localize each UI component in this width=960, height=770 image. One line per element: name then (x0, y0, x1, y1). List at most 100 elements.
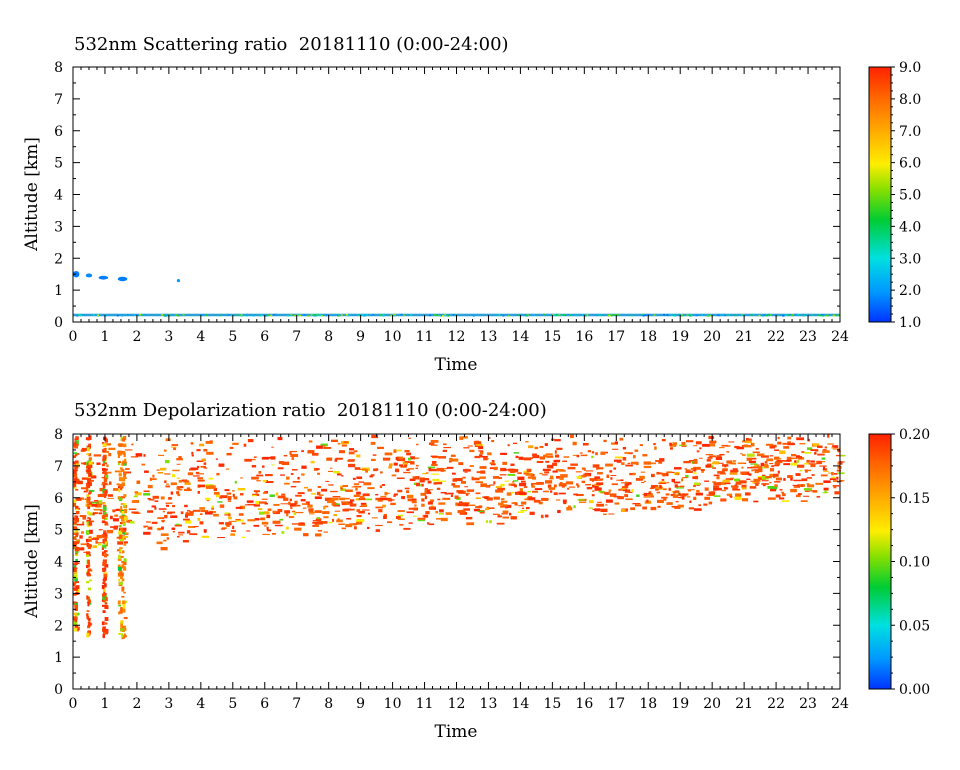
depol-cell (220, 528, 226, 530)
depol-column-cell (120, 437, 123, 441)
depol-cell (450, 455, 456, 457)
depol-cell (290, 473, 294, 475)
depol-cell (576, 493, 584, 497)
depol-column-cell (86, 511, 90, 515)
depol-cell (741, 444, 745, 447)
depol-cell (693, 496, 697, 501)
chart-title: 532nm Scattering ratio 20181110 (0:00-24… (74, 34, 509, 55)
depol-cell (315, 518, 322, 522)
depol-column-cell (86, 471, 90, 474)
depol-cell (80, 543, 89, 546)
depol-cell (677, 504, 684, 508)
depol-cell (554, 454, 560, 458)
depol-cell (241, 522, 246, 525)
depol-column-cell (86, 531, 90, 534)
depol-cell (626, 482, 632, 485)
ground-layer-cell (758, 314, 761, 317)
depol-column-cell (103, 477, 108, 482)
ground-layer-cell (708, 314, 711, 317)
depol-cell (741, 498, 749, 502)
depol-cell (473, 508, 480, 512)
ground-layer-cell (444, 314, 447, 317)
depol-cell (363, 482, 372, 486)
depol-cell (93, 454, 102, 457)
y-tick-label: 7 (54, 459, 63, 475)
depol-cell (409, 478, 416, 481)
depol-cell (540, 514, 544, 519)
depol-cell (563, 501, 567, 505)
depol-column-cell (120, 622, 123, 628)
depol-cell (301, 465, 307, 469)
depol-cell (558, 483, 567, 487)
depol-cell (406, 511, 415, 514)
depol-cell (208, 477, 213, 480)
depol-cell (653, 443, 656, 446)
ground-layer-cell (765, 314, 768, 317)
depol-cell (766, 458, 774, 462)
depol-cell (371, 434, 379, 439)
depol-cell (92, 545, 98, 549)
depol-cell (762, 467, 766, 469)
depol-cell (333, 470, 341, 474)
depol-column-cell (117, 558, 122, 561)
depol-column-cell (119, 550, 122, 554)
x-tick-label: 9 (356, 696, 365, 712)
depol-cell (283, 497, 289, 501)
depol-cell (769, 481, 772, 484)
depol-column-cell (123, 567, 127, 571)
depol-column-cell (104, 583, 107, 588)
depol-column-cell (121, 521, 125, 524)
depol-cell (748, 457, 757, 460)
ground-layer-cell (502, 315, 505, 317)
depol-cell (184, 482, 191, 485)
depol-cell (160, 546, 168, 551)
depol-cell (677, 496, 683, 499)
depol-cell (693, 508, 702, 511)
depol-cell (536, 460, 544, 464)
depol-cell (367, 512, 371, 515)
depol-cell (787, 475, 793, 478)
depol-cell (783, 463, 790, 466)
depol-cell (93, 500, 99, 502)
depol-cell (243, 443, 247, 447)
depol-cell (416, 443, 419, 446)
depol-cell (666, 471, 673, 474)
depol-cell (354, 467, 361, 470)
depol-cell (544, 480, 553, 484)
depol-column-cell (117, 566, 122, 571)
depol-cell (501, 513, 508, 515)
depol-cell (783, 446, 790, 449)
depol-cell (217, 501, 223, 503)
depol-cell (170, 482, 177, 486)
depol-cell (685, 474, 689, 478)
depol-cell (84, 498, 88, 500)
depol-cell (318, 494, 324, 496)
depol-cell (594, 487, 602, 491)
depol-cell (475, 506, 483, 509)
depol-column-cell (87, 469, 90, 472)
depol-cell (761, 483, 769, 485)
y-axis-label: Altitude [km] (22, 504, 42, 619)
depol-column-cell (86, 539, 91, 543)
depol-cell (493, 496, 500, 500)
depol-column-cell (103, 504, 107, 507)
depol-cell (190, 442, 194, 445)
depol-column-cell (123, 634, 127, 638)
depol-cell (578, 501, 587, 503)
depol-cell (648, 491, 652, 494)
depol-cell (539, 472, 543, 475)
depol-cell (227, 498, 232, 501)
depol-cell (342, 485, 348, 488)
depol-cell (267, 508, 272, 511)
depol-cell (592, 490, 595, 492)
depol-cell (258, 511, 265, 515)
depol-cell (800, 500, 808, 502)
depol-cell (224, 489, 230, 492)
depol-cell (605, 463, 613, 467)
depol-cell (692, 461, 698, 464)
depol-column-cell (104, 475, 109, 480)
depol-column-cell (86, 519, 91, 522)
depol-cell (114, 470, 122, 473)
depol-cell (81, 447, 87, 451)
depol-cell (580, 454, 588, 457)
